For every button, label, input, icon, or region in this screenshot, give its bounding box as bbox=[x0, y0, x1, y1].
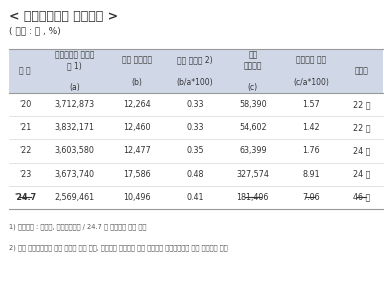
Text: 63,399: 63,399 bbox=[239, 146, 267, 155]
Text: 8.91: 8.91 bbox=[302, 170, 320, 179]
Text: 54,602: 54,602 bbox=[239, 123, 267, 132]
Text: 3,603,580: 3,603,580 bbox=[55, 146, 95, 155]
Text: 3,712,873: 3,712,873 bbox=[55, 100, 95, 109]
Text: 0.33: 0.33 bbox=[186, 123, 204, 132]
Text: 2) 최종 소비단계에서 가공 등으로 중량 감소, 가공수를 재적용한 다음 참여률을 국내출생상량 대비 표시물량 비율: 2) 최종 소비단계에서 가공 등으로 중량 감소, 가공수를 재적용한 다음 … bbox=[9, 244, 228, 251]
Bar bbox=[9, 49, 383, 93]
Text: 1) 자료출처 : 통계청, 어업생산통향 / 24.7 월 자료까지 확인 가능: 1) 자료출처 : 통계청, 어업생산통향 / 24.7 월 자료까지 확인 가… bbox=[9, 223, 146, 229]
Text: 3,673,740: 3,673,740 bbox=[55, 170, 95, 179]
Text: 이력 표시율 2)

(b/a*100): 이력 표시율 2) (b/a*100) bbox=[177, 56, 213, 87]
Text: '20: '20 bbox=[19, 100, 31, 109]
Text: 24 억: 24 억 bbox=[353, 146, 370, 155]
Text: 1.76: 1.76 bbox=[302, 146, 320, 155]
Text: 0.33: 0.33 bbox=[186, 100, 204, 109]
Text: 3,832,171: 3,832,171 bbox=[55, 123, 95, 132]
Text: 0.48: 0.48 bbox=[186, 170, 204, 179]
Text: '22: '22 bbox=[19, 146, 31, 155]
Text: 24 억: 24 억 bbox=[353, 170, 370, 179]
Text: '24.7: '24.7 bbox=[14, 193, 36, 202]
Text: 구 분: 구 분 bbox=[19, 67, 31, 76]
Text: 10,496: 10,496 bbox=[123, 193, 151, 202]
Text: 7.06: 7.06 bbox=[302, 193, 320, 202]
Text: 22 억: 22 억 bbox=[353, 100, 370, 109]
Text: 관리물량 비율

(c/a*100): 관리물량 비율 (c/a*100) bbox=[293, 56, 329, 87]
Text: 이력
관리물량

(c): 이력 관리물량 (c) bbox=[244, 50, 262, 92]
Text: 1.42: 1.42 bbox=[302, 123, 320, 132]
Text: 1.57: 1.57 bbox=[302, 100, 320, 109]
Text: 327,574: 327,574 bbox=[236, 170, 269, 179]
Text: 2,569,461: 2,569,461 bbox=[55, 193, 95, 202]
Text: 0.35: 0.35 bbox=[186, 146, 204, 155]
Text: 22 억: 22 억 bbox=[353, 123, 370, 132]
Text: 12,460: 12,460 bbox=[123, 123, 151, 132]
Text: '21: '21 bbox=[19, 123, 31, 132]
Text: 181,406: 181,406 bbox=[237, 193, 269, 202]
Text: 12,264: 12,264 bbox=[123, 100, 151, 109]
Text: '23: '23 bbox=[19, 170, 31, 179]
Text: 17,586: 17,586 bbox=[123, 170, 151, 179]
Text: 12,477: 12,477 bbox=[123, 146, 151, 155]
Text: 국내수산물 출생산
량 1)

(a): 국내수산물 출생산 량 1) (a) bbox=[55, 50, 94, 92]
Text: ( 단위 : 톤 , %): ( 단위 : 톤 , %) bbox=[9, 27, 61, 36]
Text: 이력 표시물량

(b): 이력 표시물량 (b) bbox=[122, 56, 152, 87]
Text: 46 억: 46 억 bbox=[353, 193, 370, 202]
Text: 본예산: 본예산 bbox=[354, 67, 368, 76]
Text: < 수산물이력제 표시비율 >: < 수산물이력제 표시비율 > bbox=[9, 10, 118, 23]
Text: 0.41: 0.41 bbox=[186, 193, 204, 202]
Text: 58,390: 58,390 bbox=[239, 100, 267, 109]
